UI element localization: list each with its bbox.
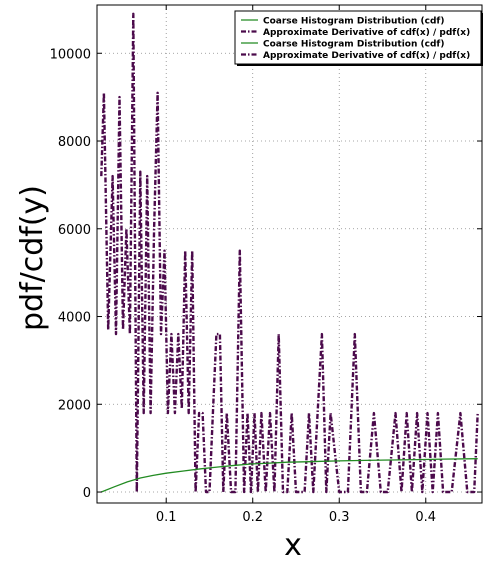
legend-label-0: Coarse Histogram Distribution (cdf) <box>263 17 444 27</box>
y-tick-label: 10000 <box>50 47 91 62</box>
series-line-0 <box>101 458 478 493</box>
y-axis-title: pdf/cdf(y) <box>15 185 50 331</box>
legend-label-1: Approximate Derivative of cdf(x) / pdf(x… <box>263 28 470 38</box>
y-tick-label: 2000 <box>58 398 91 413</box>
legend-box <box>234 10 482 65</box>
y-tick-label: 6000 <box>58 223 91 238</box>
x-tick-label: 0.4 <box>415 510 436 525</box>
legend-label-3: Approximate Derivative of cdf(x) / pdf(x… <box>263 51 470 61</box>
x-tick-label: 0.3 <box>329 510 350 525</box>
legend: Coarse Histogram Distribution (cdf)Appro… <box>234 10 483 66</box>
axis-ticks: 0.1 0.2 0.3 0.4 0 2000 4000 6000 8000 10000 <box>50 5 482 525</box>
legend-label-2: Coarse Histogram Distribution (cdf) <box>263 40 444 50</box>
series-layer <box>100 12 479 494</box>
x-tick-label: 0.2 <box>242 510 263 525</box>
y-tick-label: 4000 <box>58 311 91 326</box>
x-tick-label: 0.1 <box>156 510 177 525</box>
plot-frame <box>96 4 483 504</box>
y-tick-label: 8000 <box>58 135 91 150</box>
x-axis-title: x <box>284 528 302 563</box>
series-line-1 <box>100 12 479 494</box>
y-tick-label: 0 <box>83 486 91 501</box>
